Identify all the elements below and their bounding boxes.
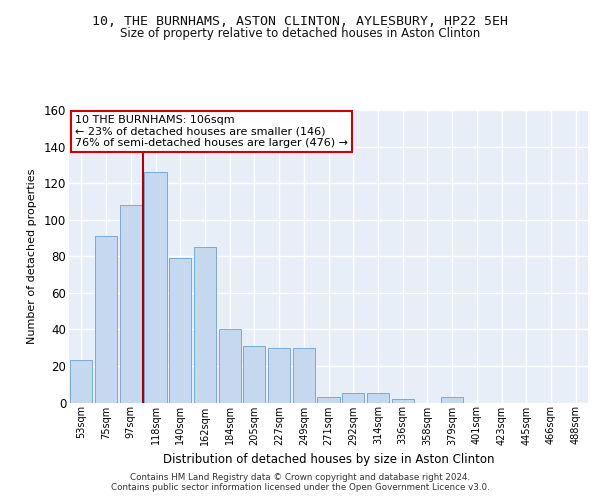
Bar	[342, 394, 364, 402]
Bar	[218, 330, 241, 402]
Bar	[441, 397, 463, 402]
Text: Contains HM Land Registry data © Crown copyright and database right 2024.
Contai: Contains HM Land Registry data © Crown c…	[110, 473, 490, 492]
Bar	[169, 258, 191, 402]
Bar	[194, 247, 216, 402]
Text: 10, THE BURNHAMS, ASTON CLINTON, AYLESBURY, HP22 5EH: 10, THE BURNHAMS, ASTON CLINTON, AYLESBU…	[92, 15, 508, 28]
Y-axis label: Number of detached properties: Number of detached properties	[27, 168, 37, 344]
Bar	[70, 360, 92, 403]
Bar	[95, 236, 117, 402]
Text: 10 THE BURNHAMS: 106sqm
← 23% of detached houses are smaller (146)
76% of semi-d: 10 THE BURNHAMS: 106sqm ← 23% of detache…	[75, 114, 348, 148]
Text: Size of property relative to detached houses in Aston Clinton: Size of property relative to detached ho…	[120, 28, 480, 40]
Bar	[145, 172, 167, 402]
X-axis label: Distribution of detached houses by size in Aston Clinton: Distribution of detached houses by size …	[163, 453, 494, 466]
Bar	[392, 399, 414, 402]
Bar	[293, 348, 315, 403]
Bar	[268, 348, 290, 403]
Bar	[243, 346, 265, 403]
Bar	[317, 397, 340, 402]
Bar	[119, 205, 142, 402]
Bar	[367, 394, 389, 402]
